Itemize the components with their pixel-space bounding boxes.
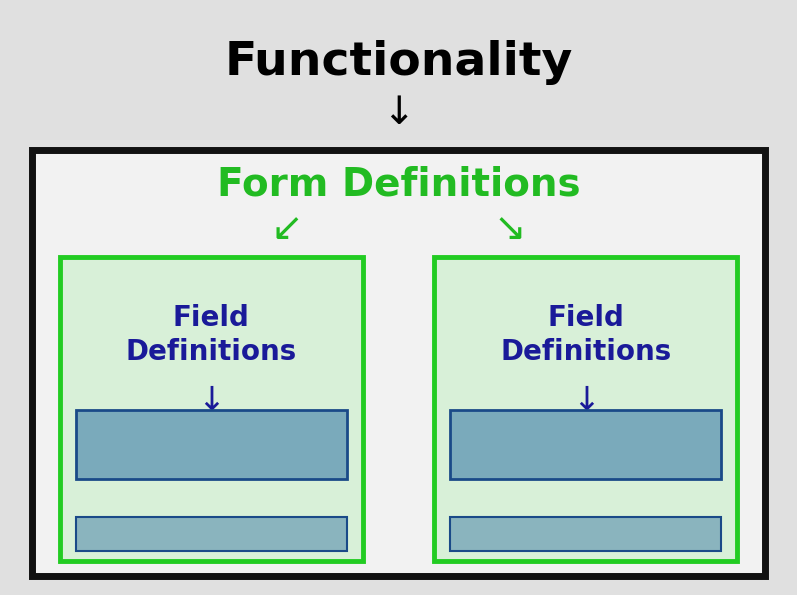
Bar: [76, 410, 347, 479]
Bar: [32, 151, 765, 576]
Bar: [76, 516, 347, 551]
Text: ↓: ↓: [197, 384, 226, 417]
Bar: [434, 257, 737, 560]
Text: ↓: ↓: [571, 384, 600, 417]
Text: ↙: ↙: [271, 209, 303, 248]
Text: ↘: ↘: [494, 209, 526, 248]
Text: Field
Definitions: Field Definitions: [126, 304, 296, 367]
Text: Form Definitions: Form Definitions: [217, 166, 580, 203]
Bar: [450, 410, 721, 479]
Text: Functionality: Functionality: [225, 40, 572, 85]
Text: ↓: ↓: [383, 94, 414, 131]
Text: Field
Definitions: Field Definitions: [501, 304, 671, 367]
Bar: [60, 257, 363, 560]
Bar: [450, 516, 721, 551]
